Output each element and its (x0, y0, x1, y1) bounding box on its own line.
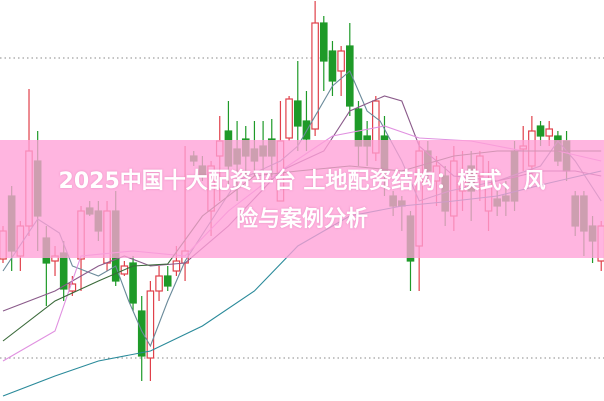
candle-up (545, 128, 554, 137)
candle-down (536, 125, 545, 137)
candle-up (337, 50, 345, 72)
article-title: 2025中国十大配资平台 土地配资结构：模式、风 险与案例分析 (0, 163, 604, 239)
candle-down (59, 252, 68, 290)
title-banner (0, 140, 604, 258)
candle-up (285, 98, 293, 139)
candle-down (319, 22, 328, 62)
candle-up (155, 275, 163, 292)
candle-up (172, 260, 181, 272)
candle-down (163, 275, 172, 287)
candle-up (146, 290, 155, 359)
candle-down (129, 262, 137, 304)
candle-down (137, 310, 146, 357)
candle-down (328, 50, 337, 82)
candle-down (346, 45, 354, 107)
title-line-2: 险与案例分析 (235, 207, 368, 232)
title-line-1: 2025中国十大配资平台 土地配资结构：模式、风 (58, 169, 546, 194)
candle-up (68, 283, 77, 292)
candle-up (311, 22, 319, 130)
candle-down (293, 100, 302, 127)
